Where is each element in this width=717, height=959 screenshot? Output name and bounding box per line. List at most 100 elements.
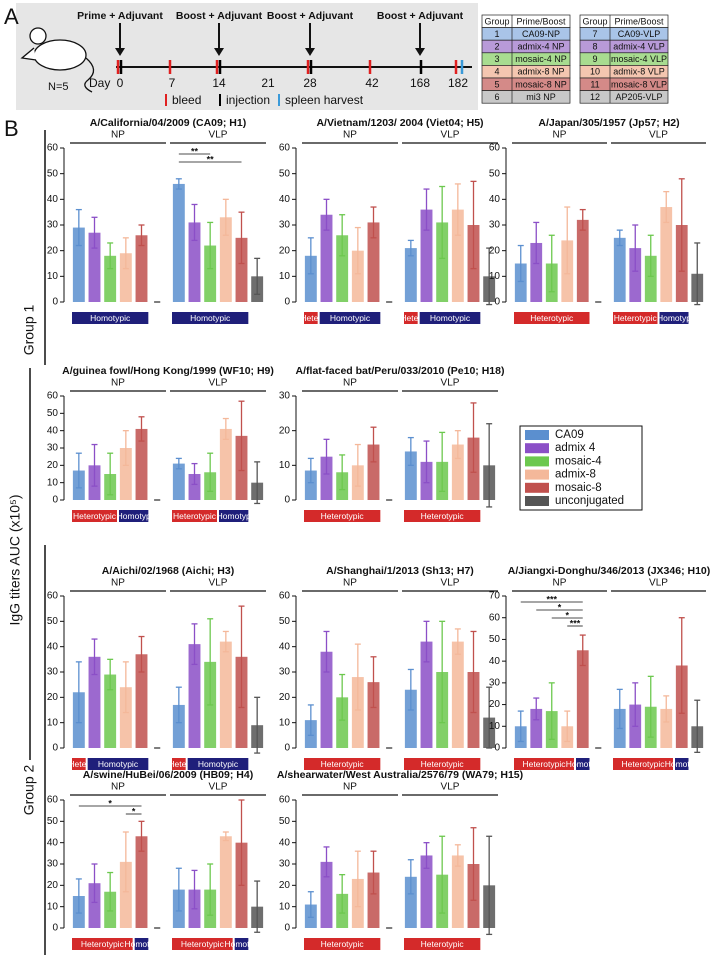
annotation-label: Homotypic [190, 313, 231, 323]
category-label: NP [111, 130, 125, 141]
y-tick-label: 10 [489, 721, 501, 732]
chart-title: A/Japan/305/1957 (Jp57; H2) [538, 117, 679, 129]
category-label: VLP [209, 782, 228, 793]
category-label: NP [343, 378, 357, 389]
bar [451, 641, 464, 748]
y-tick-label: 10 [47, 901, 59, 912]
table-cell: 5 [494, 79, 499, 89]
significance-label: * [565, 610, 569, 620]
bar [320, 651, 333, 748]
table-row [481, 90, 571, 104]
chart: A/Japan/305/1957 (Jp57; H2) 0 10 20 30 40 50 60… [489, 117, 706, 324]
bar [420, 641, 433, 748]
y-tick-label: 20 [489, 245, 501, 256]
significance-label: *** [546, 594, 557, 604]
annotation-box [613, 758, 673, 770]
annotation-label: Heterotypic [81, 939, 125, 949]
annotation-label: Heterotypic [523, 759, 567, 769]
y-tick-label: 30 [279, 859, 291, 870]
category-label: VLP [441, 130, 460, 141]
y-tick-label: 50 [279, 616, 291, 627]
y-tick-label: 10 [47, 717, 59, 728]
y-tick-label: 10 [47, 271, 59, 282]
bar [404, 248, 417, 302]
table-cell: Prime/Boost [516, 16, 566, 26]
y-tick-label: 0 [284, 495, 290, 506]
annotation-box [304, 312, 318, 324]
y-tick-label: 20 [47, 460, 59, 471]
significance-label: ** [191, 146, 199, 156]
annotation-label: Heterotypic [321, 939, 365, 949]
bar [119, 687, 132, 748]
annotation-label: Heterotypic [421, 939, 465, 949]
table-cell: 3 [494, 54, 499, 64]
bar [530, 242, 543, 302]
annotation-box [419, 312, 481, 324]
annotation-box [404, 938, 481, 950]
annotation-box [172, 312, 249, 324]
legend-label: admix-8 [555, 469, 596, 481]
bar [514, 263, 527, 302]
annotation-label: Homotyp [217, 511, 251, 521]
annotation-box [404, 758, 481, 770]
legend-swatch [525, 443, 549, 454]
annotation-box [514, 312, 590, 324]
annotation-box [319, 312, 381, 324]
category-label: NP [553, 578, 567, 589]
chart-title: A/Aichi/02/1968 (Aichi; H3) [102, 565, 234, 577]
annotation-box [304, 938, 381, 950]
bar [304, 470, 317, 500]
bar [336, 235, 349, 302]
y-tick-label: 0 [284, 297, 290, 308]
table-cell: 12 [590, 92, 600, 102]
legend-swatch [525, 469, 549, 480]
annotation-label: Heterotypic [622, 759, 666, 769]
bar [420, 209, 433, 302]
y-tick-label: 30 [279, 667, 291, 678]
legend-label: mosaic-8 [555, 482, 602, 494]
y-tick-label: 0 [494, 297, 500, 308]
annotation-label: Homotyp [665, 759, 699, 769]
bar [629, 248, 642, 302]
bar [104, 255, 117, 302]
bar [119, 448, 132, 500]
table-cell: AP205-VLP [615, 92, 662, 102]
chart: A/Jiangxi-Donghu/346/2013 (JX346; H10) 0 1… [489, 565, 710, 770]
y-tick-label: 30 [279, 391, 291, 402]
event-label: Boost + Adjuvant [176, 10, 263, 22]
bar [404, 689, 417, 748]
bar [172, 183, 185, 302]
y-tick-label: 40 [47, 837, 59, 848]
mouse-count: N=5 [48, 81, 69, 93]
bar [88, 656, 101, 748]
category-label: NP [343, 782, 357, 793]
annotation-box [404, 312, 418, 324]
table-cell: admix-4 VLP [613, 42, 665, 52]
bar [172, 463, 185, 500]
bar [367, 444, 380, 500]
y-tick-label: 30 [47, 859, 59, 870]
table-row [579, 90, 669, 104]
annotation-label: Heter [68, 759, 89, 769]
annotation-label: Homotypic [98, 759, 139, 769]
table-cell: mosaic-4 NP [515, 54, 567, 64]
chart: A/Shanghai/1/2013 (Sh13; H7) 0 10 20 30 40 50 6… [279, 565, 498, 770]
annotation-box [234, 938, 249, 950]
y-tick-label: 10 [279, 901, 291, 912]
annotation-label: Heterotypic [321, 511, 365, 521]
chart: A/Vietnam/1203/ 2004 (Viet04; H5) 0 10 20 30… [279, 117, 498, 324]
bar [576, 219, 589, 302]
significance-label: *** [570, 618, 581, 628]
annotation-box [172, 758, 186, 770]
annotation-box [219, 510, 249, 522]
bar [336, 697, 349, 748]
annotation-box [613, 312, 658, 324]
table-cell: CA09-VLP [618, 29, 661, 39]
bar [219, 428, 232, 500]
panel-label: A [4, 4, 19, 29]
annotation-label: Heterotypic [321, 759, 365, 769]
chart-title: A/Vietnam/1203/ 2004 (Viet04; H5) [316, 117, 483, 129]
table-cell: 2 [494, 42, 499, 52]
y-tick-label: 40 [47, 194, 59, 205]
